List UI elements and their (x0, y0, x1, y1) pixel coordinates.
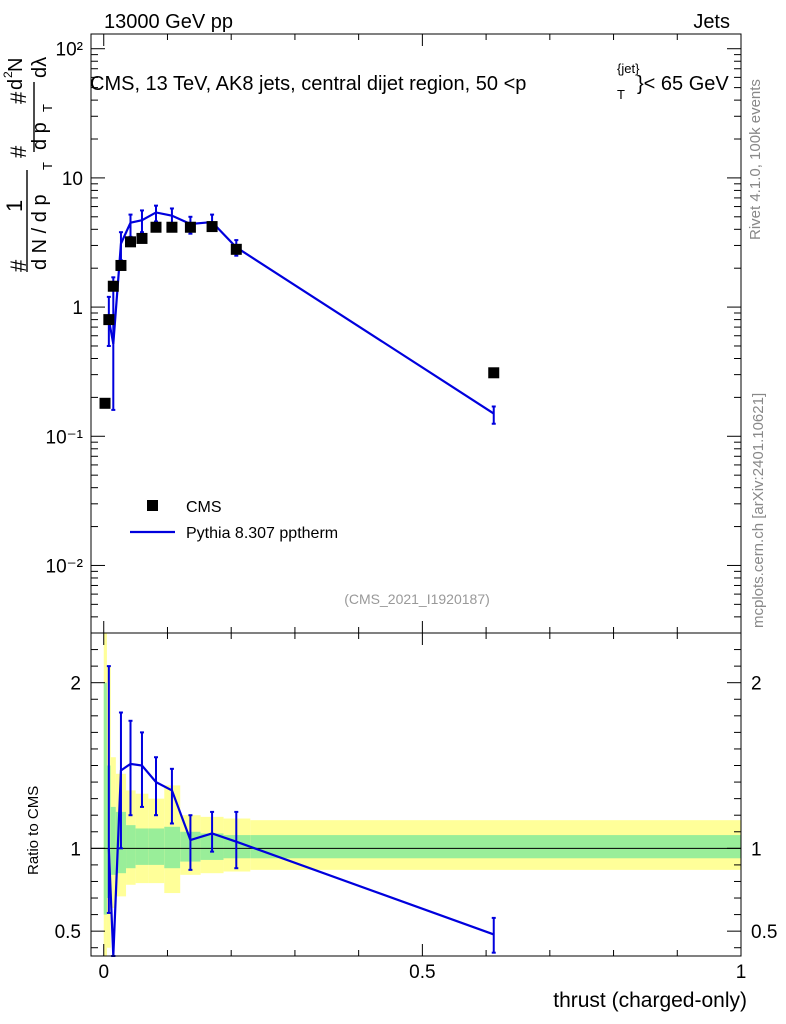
xtick-label-0: 0 (98, 962, 109, 983)
cms-point-8 (184, 221, 196, 233)
ylabel-hash-2: # (6, 145, 31, 158)
axes (90, 33, 742, 957)
ylabel-dN-dpT: d N / d p (29, 194, 51, 270)
ratio-band-inner-7 (164, 826, 181, 869)
ratio-band-inner-11 (250, 835, 741, 859)
ylabel-hash-1: # (6, 259, 31, 272)
ratio-ytick-label-right-0: 0.5 (751, 922, 777, 943)
main-ytick-label-4: 10² (56, 40, 83, 61)
cms-point-2 (107, 280, 119, 292)
main-ytick-label-2: 1 (72, 298, 83, 319)
x-axis-label: thrust (charged-only) (553, 989, 747, 1012)
ylabel-two: 2 (1, 71, 15, 78)
mcplots-label: mcplots.cern.ch [arXiv:2401.10621] (750, 393, 767, 628)
ratio-band-inner-4 (126, 825, 136, 869)
legend-cms-label: CMS (186, 499, 222, 516)
legend: CMS Pythia 8.307 pptherm (130, 499, 338, 542)
header-left: 13000 GeV pp (104, 11, 233, 33)
ratio-ytick-label-right-1: 1 (751, 839, 762, 860)
ratio-uncertainty-bands (103, 633, 741, 956)
ratio-ytick-label-left-1: 1 (70, 839, 81, 860)
ylabel-hash-3: # (6, 91, 31, 104)
xtick-label-1: 0.5 (409, 962, 435, 983)
main-ytick-label-0: 10⁻² (46, 556, 84, 577)
cms-point-5 (136, 232, 148, 244)
ratio-panel-frame (90, 632, 742, 957)
xtick-label-2: 1 (736, 962, 747, 983)
ylabel-T-1: T (40, 162, 55, 170)
plot-title-end: }< 65 GeV (637, 73, 729, 95)
ratio-band-inner-2 (110, 806, 116, 875)
cms-point-0 (99, 397, 111, 409)
ylabel-one: 1 (2, 200, 27, 212)
main-panel-frame (90, 33, 742, 634)
plot-title-sup: {jet} (617, 61, 640, 76)
ratio-band-inner-5 (135, 828, 149, 865)
cms-point-10 (230, 243, 242, 255)
cms-point-3 (115, 259, 127, 271)
cms-point-1 (103, 314, 115, 326)
ratio-ytick-label-left-0: 0.5 (55, 922, 81, 943)
plot-title: CMS, 13 TeV, AK8 jets, central dijet reg… (90, 61, 729, 102)
main-ytick-label-3: 10 (62, 169, 83, 190)
main-ytick-label-1: 10⁻¹ (46, 427, 84, 448)
ratio-band-inner-0 (103, 682, 107, 915)
plot-title-main: CMS, 13 TeV, AK8 jets, central dijet reg… (90, 73, 526, 95)
cms-point-9 (206, 221, 218, 233)
ratio-y-axis-label: Ratio to CMS (25, 786, 42, 875)
cms-point-11 (488, 367, 500, 379)
header-right: Jets (693, 11, 730, 33)
ylabel-d-numerator: d (5, 79, 27, 90)
cms-point-6 (150, 221, 162, 233)
analysis-watermark: (CMS_2021_I1920187) (344, 591, 490, 607)
ylabel-dpT: d p (29, 122, 51, 150)
plot-title-sub: T (617, 87, 625, 102)
legend-pythia-label: Pythia 8.307 pptherm (186, 525, 338, 542)
legend-cms-marker (147, 500, 158, 511)
ylabel-T-2: T (40, 104, 55, 112)
main-panel-series (99, 204, 500, 425)
ratio-ytick-label-left-2: 2 (70, 674, 81, 695)
rivet-label: Rivet 4.1.0, 100k events (747, 79, 764, 240)
cms-point-7 (166, 221, 178, 233)
pythia-main-line (107, 211, 495, 415)
main-y-axis-label: # 1 d N / d p T # d p T # d 2 N dλ (1, 57, 55, 272)
cms-point-4 (125, 236, 137, 248)
ratio-band-inner-6 (148, 828, 165, 865)
ratio-ytick-label-right-2: 2 (751, 674, 762, 695)
ratio-panel-series (106, 665, 496, 957)
ylabel-dlambda: dλ (29, 57, 51, 78)
ylabel-N: N (5, 58, 27, 72)
